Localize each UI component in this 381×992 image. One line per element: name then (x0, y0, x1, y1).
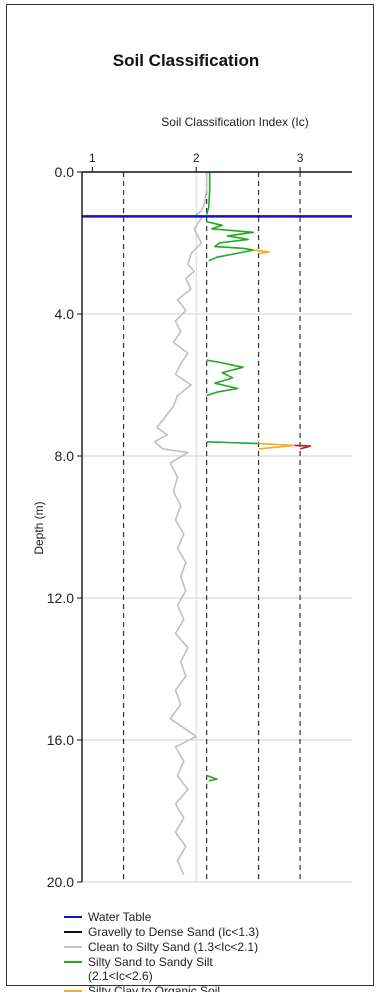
ic-series-line (258, 442, 296, 450)
ic-series-line (206, 359, 244, 397)
y-tick-label: 4.0 (55, 306, 75, 322)
y-axis-title: Depth (m) (32, 501, 46, 554)
y-tick-label: 16.0 (47, 732, 74, 748)
legend-label: Gravelly to Dense Sand (Ic<1.3) (88, 925, 259, 939)
ic-series-line (206, 220, 255, 262)
ic-series-line (206, 774, 218, 782)
legend-item: Silty Sand to Sandy Silt(2.1<Ic<2.6) (64, 955, 213, 983)
axes-layer: 1 2 3 0.0 4.0 8.0 12.0 16.0 20.0 (47, 151, 352, 890)
ic-series-line (253, 249, 270, 255)
x-tick-label: 3 (297, 151, 304, 165)
y-tick-label: 12.0 (47, 590, 74, 606)
ic-series-line (153, 172, 208, 876)
ic-series-line (205, 172, 211, 215)
legend-label: Clean to Silty Sand (1.3<Ic<2.1) (88, 940, 258, 954)
chart-title: Soil Classification (113, 51, 259, 70)
x-axis-title: Soil Classification Index (Ic) (161, 115, 308, 129)
legend-item: Water Table (64, 910, 152, 924)
ic-series-line (294, 444, 312, 450)
y-tick-label: 0.0 (55, 164, 75, 180)
y-tick-label: 8.0 (55, 448, 75, 464)
grid-layer (82, 172, 352, 883)
chart-frame (6, 4, 374, 986)
legend-label-line2: (2.1<Ic<2.6) (88, 969, 153, 983)
x-tick-label: 2 (193, 151, 200, 165)
legend-label: Water Table (88, 910, 152, 924)
legend-label: Silty Clay to Organic Soil (88, 984, 220, 992)
ic-series-line (206, 441, 259, 445)
x-tick-label: 1 (89, 151, 96, 165)
series-layer (82, 172, 352, 876)
legend-item: Clean to Silty Sand (1.3<Ic<2.1) (64, 940, 258, 954)
legend-item: Gravelly to Dense Sand (Ic<1.3) (64, 925, 259, 939)
legend-item: Silty Clay to Organic Soil(2.6<Ic<3) (64, 984, 220, 992)
y-tick-label: 20.0 (47, 874, 74, 890)
legend-label: Silty Sand to Sandy Silt (88, 955, 213, 969)
